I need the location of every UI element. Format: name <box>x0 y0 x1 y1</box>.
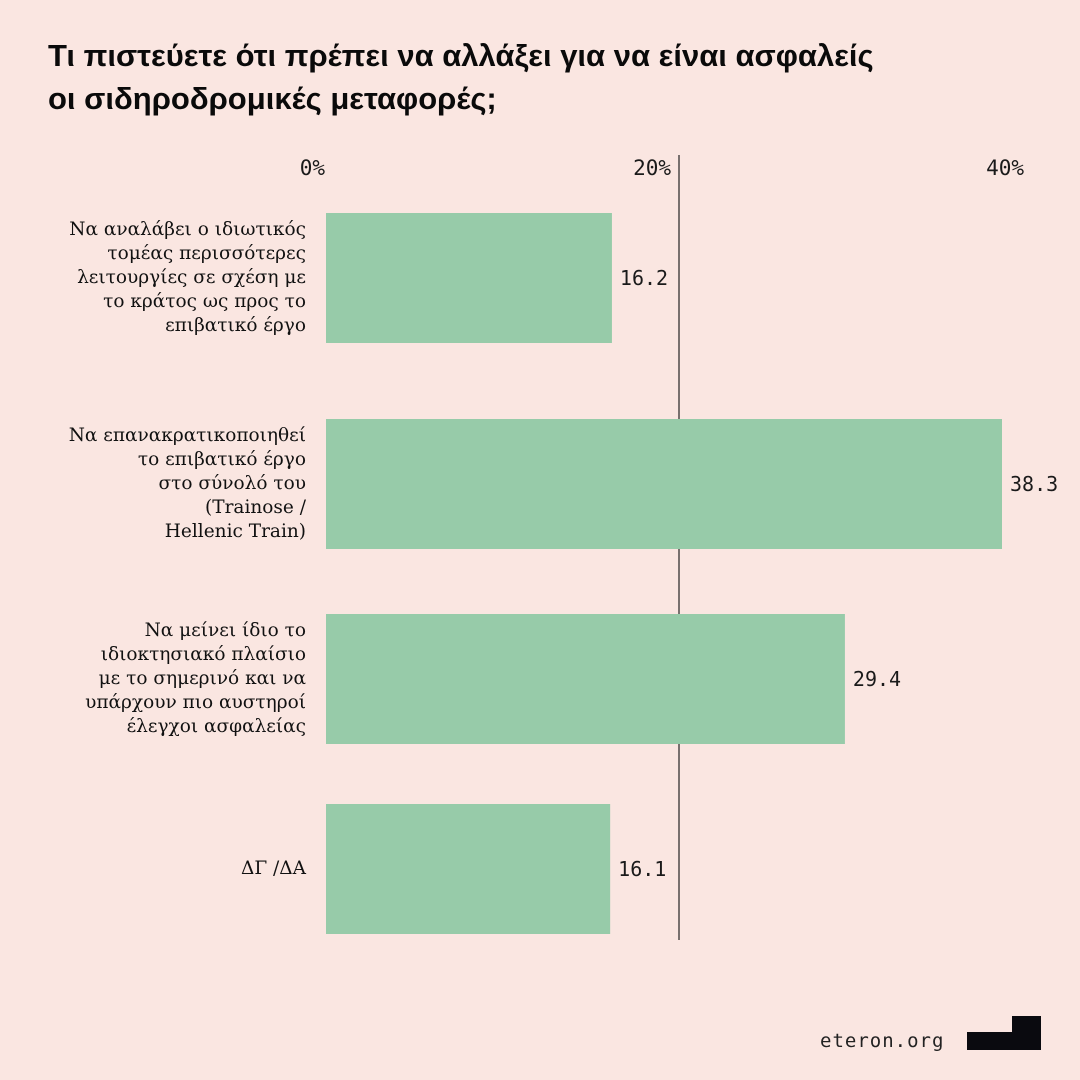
value-label: 16.1 <box>618 857 666 881</box>
value-label: 29.4 <box>853 667 901 691</box>
category-label: Να μείνει ίδιο το ιδιοκτησιακό πλαίσιο μ… <box>85 620 306 737</box>
bar <box>326 213 612 343</box>
category-label: Να επανακρατικοποιηθεί το επιβατικό έργο… <box>68 425 306 542</box>
bar <box>326 419 1002 549</box>
bar <box>326 804 611 934</box>
x-tick-label: 20% <box>633 156 671 180</box>
eteron-logo <box>967 1016 1041 1050</box>
category-label: Να αναλάβει ο ιδιωτικός τομέας περισσότε… <box>69 219 306 336</box>
bar <box>326 614 845 744</box>
source-label: eteron.org <box>820 1030 945 1052</box>
value-label: 16.2 <box>620 266 668 290</box>
x-tick-label: 0% <box>300 156 326 180</box>
value-label: 38.3 <box>1010 472 1058 496</box>
chart-title: Τι πιστεύετε ότι πρέπει να αλλάξει για ν… <box>48 38 874 116</box>
category-label: ΔΓ /ΔΑ <box>240 858 306 879</box>
x-tick-label: 40% <box>986 156 1024 180</box>
